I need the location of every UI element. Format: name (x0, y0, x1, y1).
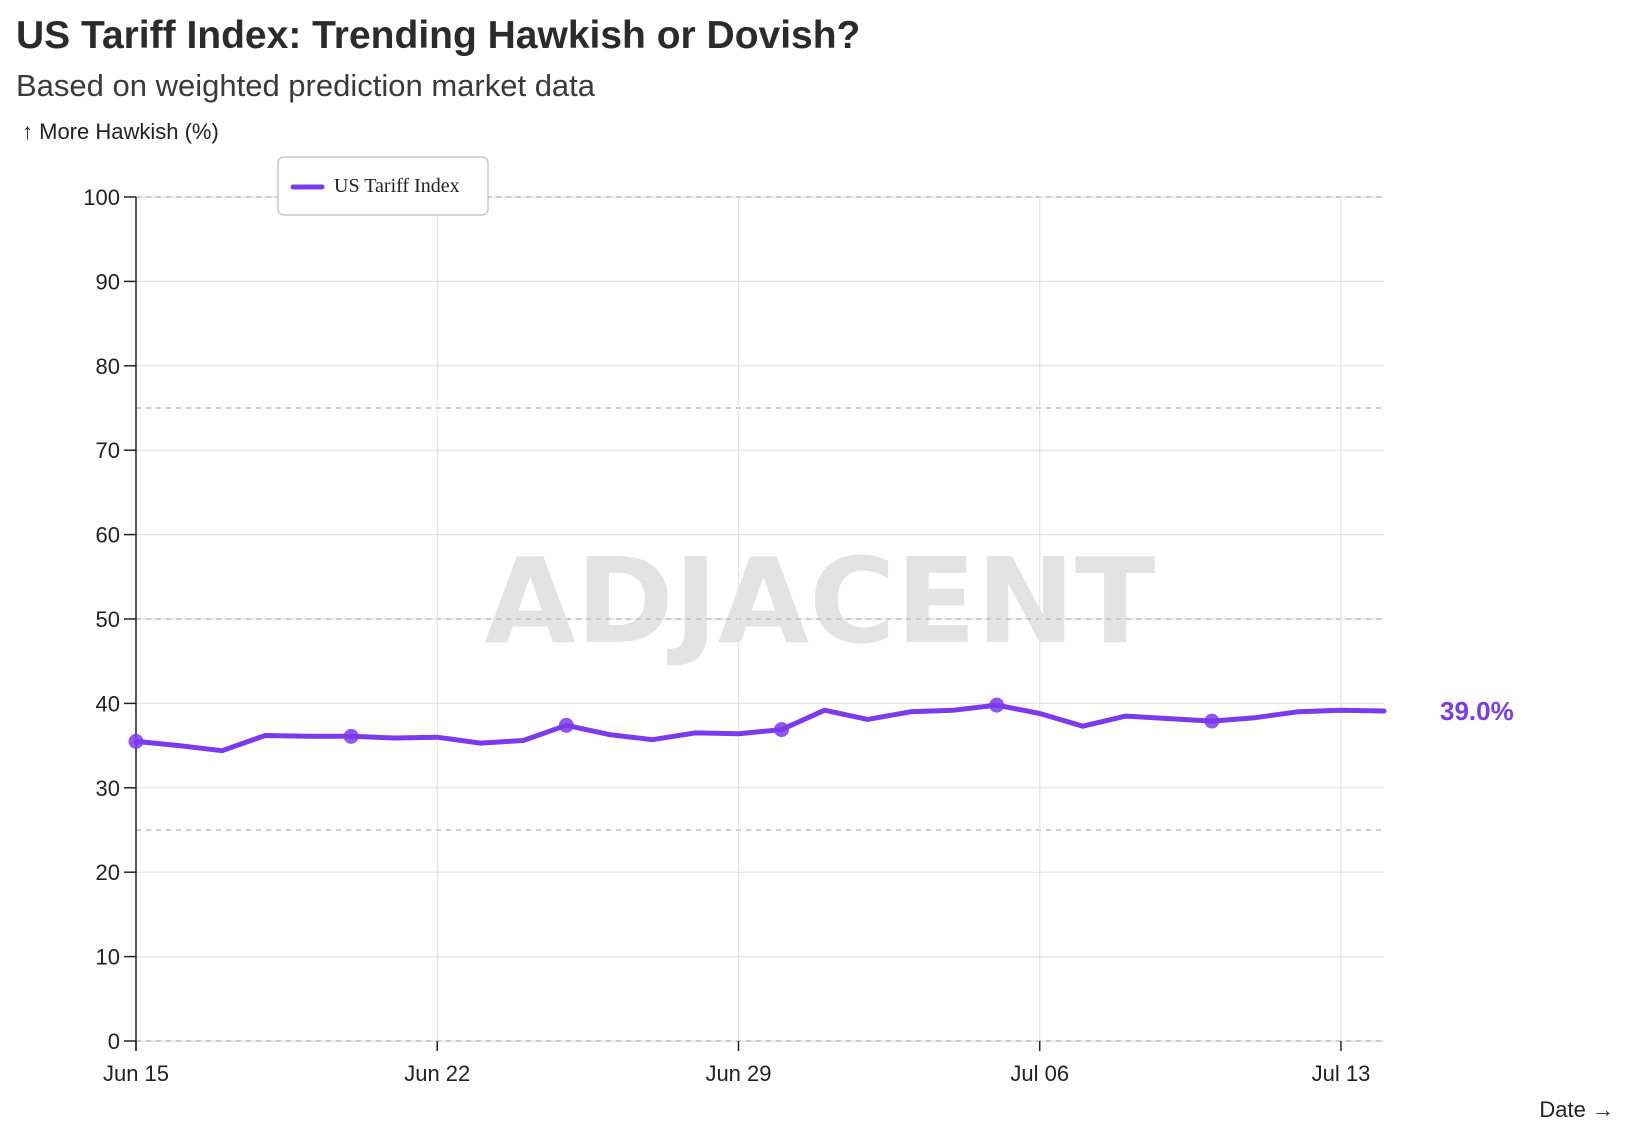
grid (135, 196, 1384, 1042)
y-tick-label: 20 (96, 860, 120, 885)
legend: US Tariff Index (277, 156, 489, 216)
series-layer (128, 697, 1387, 754)
y-axis-label: ↑ More Hawkish (%) (22, 119, 219, 144)
chart-subtitle: Based on weighted prediction market data (16, 68, 596, 103)
watermark: ADJACENT (485, 532, 1156, 670)
data-point (1204, 713, 1220, 729)
series-line (133, 702, 1387, 754)
x-tick-label: Jul 06 (1010, 1061, 1069, 1086)
y-tick-label: 50 (96, 607, 120, 632)
legend-box (277, 156, 489, 216)
y-tick-label: 0 (108, 1029, 120, 1054)
y-tick-label: 80 (96, 354, 120, 379)
y-tick-label: 90 (96, 269, 120, 294)
y-tick-label: 40 (96, 691, 120, 716)
y-tick-label: 100 (83, 185, 120, 210)
data-point (128, 733, 144, 749)
y-tick-label: 10 (96, 945, 120, 970)
x-axis-label: Date → (1539, 1097, 1614, 1122)
x-tick-label: Jun 22 (404, 1061, 470, 1086)
axes: ↑ More Hawkish (%) Date → 0 10 20 30 40 50 60 7… (22, 119, 1614, 1122)
y-tick-label: 70 (96, 438, 120, 463)
y-tick-label: 30 (96, 776, 120, 801)
chart-title: US Tariff Index: Trending Hawkish or Dov… (16, 14, 861, 57)
data-point (774, 722, 790, 738)
x-tick-label: Jun 15 (103, 1061, 169, 1086)
y-tick-label: 60 (96, 523, 120, 548)
data-point (989, 697, 1005, 713)
data-point (558, 717, 574, 733)
data-point (343, 728, 359, 744)
last-value-label: 39.0% (1440, 696, 1514, 726)
x-tick-label: Jun 29 (705, 1061, 771, 1086)
x-tick-label: Jul 13 (1312, 1061, 1371, 1086)
legend-label: US Tariff Index (334, 175, 460, 197)
